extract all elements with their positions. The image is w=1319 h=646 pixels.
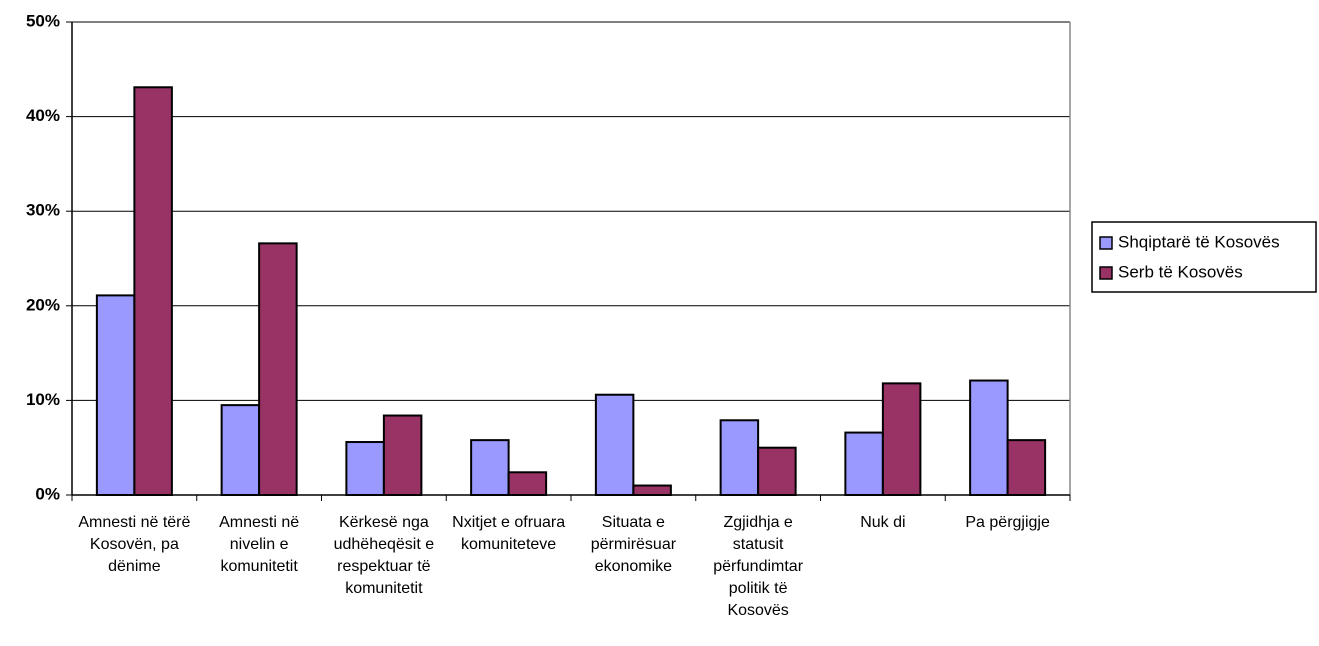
x-tick-label: Situata e përmirësuar ekonomike	[590, 514, 677, 575]
x-tick-label: Nuk di	[860, 514, 906, 531]
y-tick-label: 10%	[26, 390, 60, 409]
legend-label: Shqiptarë të Kosovës	[1118, 232, 1280, 251]
bar	[881, 382, 922, 497]
legend-swatch	[1099, 236, 1113, 250]
bar	[1006, 439, 1047, 496]
y-tick-label: 50%	[26, 11, 60, 30]
x-tick-label: Kërkesë nga udhëheqësit e respektuar të …	[333, 514, 435, 597]
legend-label: Serb të Kosovës	[1118, 262, 1243, 281]
legend-box	[1091, 221, 1317, 293]
y-tick-label: 40%	[26, 106, 60, 125]
bar	[757, 446, 797, 497]
x-tick-label: Amnesti në nivelin e komunitetit	[219, 514, 300, 575]
bar	[95, 294, 136, 497]
bar	[969, 379, 1009, 496]
bar	[632, 484, 672, 497]
bar	[470, 439, 510, 496]
bar	[133, 86, 173, 497]
x-tick-label: Nxitjet e ofruara komuniteteve	[452, 514, 566, 553]
bar	[594, 393, 635, 496]
y-tick-label: 20%	[26, 295, 60, 314]
bar	[382, 414, 423, 497]
bar	[345, 441, 385, 496]
x-tick-label: Zgjidhja e statusit përfundimtar politik…	[713, 514, 804, 619]
x-tick-label: Amnesti në tërë Kosovën, pa dënime	[78, 514, 191, 575]
legend-swatch	[1099, 266, 1113, 280]
y-tick-label: 30%	[26, 201, 60, 220]
bar	[258, 242, 298, 496]
bar	[220, 404, 261, 497]
y-tick-label: 0%	[35, 484, 60, 503]
bar	[507, 471, 548, 496]
x-tick-label: Pa përgjigje	[965, 514, 1050, 531]
bar	[719, 419, 760, 496]
bar	[844, 431, 884, 496]
